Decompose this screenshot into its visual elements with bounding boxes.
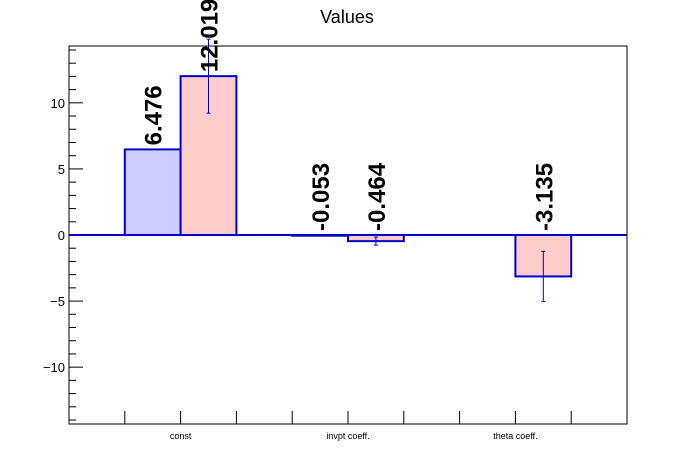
x-category-label: invpt coeff. bbox=[326, 431, 369, 441]
x-category-label: const bbox=[170, 431, 192, 441]
x-category-label: theta coeff. bbox=[493, 431, 537, 441]
y-tick-label: 0 bbox=[58, 228, 65, 243]
data-label: -0.053 bbox=[308, 163, 335, 231]
data-label: 6.476 bbox=[141, 85, 168, 145]
y-tick-label: −5 bbox=[50, 294, 65, 309]
y-tick-label: 5 bbox=[58, 162, 65, 177]
y-tick-label: −10 bbox=[43, 360, 65, 375]
data-label: -3.135 bbox=[531, 163, 558, 231]
y-tick-label: 10 bbox=[51, 96, 65, 111]
bar bbox=[123, 148, 182, 236]
data-label: 12.019 bbox=[197, 0, 224, 72]
chart-title: Values bbox=[320, 7, 374, 27]
data-label: -0.464 bbox=[364, 162, 391, 231]
plot-area: −10 −5 0 5 10 const invpt coeff. theta coeff. 6.… bbox=[43, 0, 628, 441]
